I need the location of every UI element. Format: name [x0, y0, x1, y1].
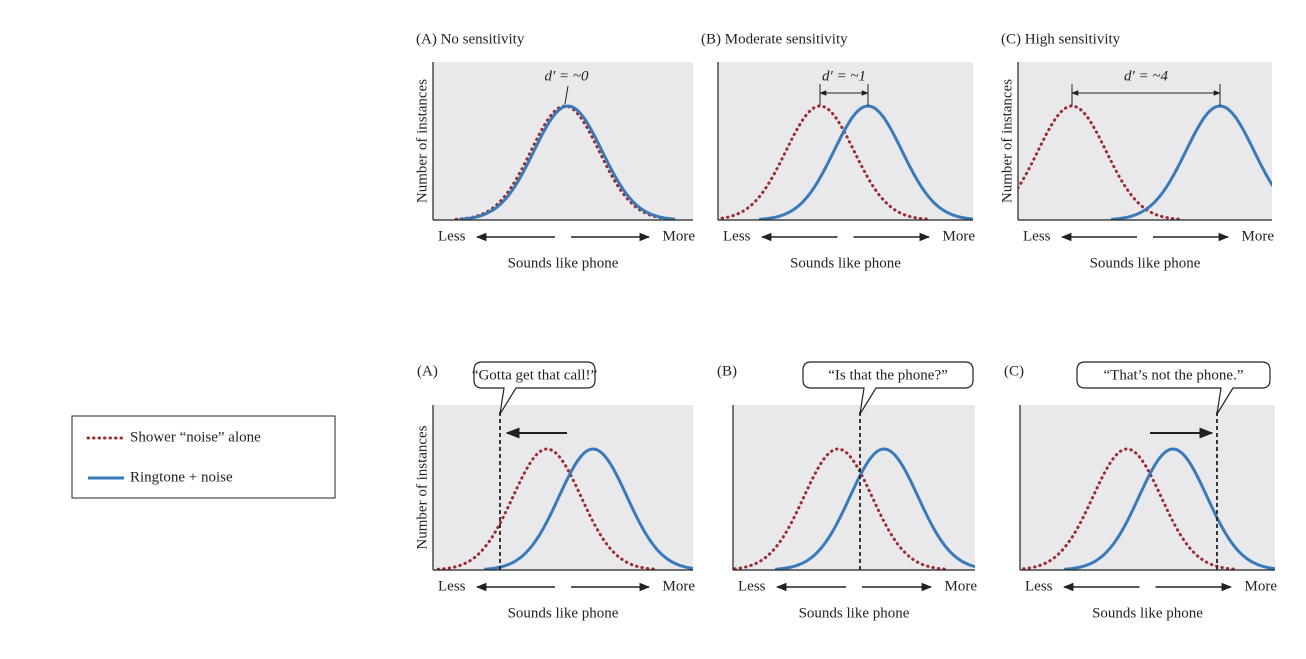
- plot-area: [1018, 62, 1272, 220]
- curves: [454, 104, 676, 220]
- panel-title: (C) High sensitivity: [1001, 31, 1121, 47]
- curves: [1020, 447, 1275, 570]
- noise-curve: [733, 447, 947, 570]
- y-axis-label: Number of instances: [999, 79, 1015, 203]
- x-axis-label: Sounds like phone: [1092, 605, 1203, 621]
- callout-text: “Is that the phone?”: [828, 367, 948, 383]
- callout-text: “Gotta get that call!”: [472, 367, 597, 383]
- plot-area: [718, 62, 973, 220]
- signal-curve: [484, 447, 693, 570]
- plot-area: [433, 62, 693, 220]
- axis-less: Less: [1023, 228, 1051, 244]
- axis-less: Less: [723, 228, 751, 244]
- callout-box: [802, 361, 974, 415]
- x-axis-label: Sounds like phone: [508, 605, 619, 621]
- panel-label: (B): [717, 363, 737, 379]
- callout-box: [473, 361, 596, 415]
- axis-more: More: [1242, 228, 1275, 244]
- axis-less: Less: [1025, 578, 1053, 594]
- d-prime-leader: [564, 85, 569, 105]
- signal-curve: [1064, 447, 1275, 570]
- signal-curve: [759, 104, 973, 220]
- panel-label: (C): [1004, 363, 1024, 379]
- noise-curve: [1018, 104, 1181, 220]
- noise-curve: [436, 447, 656, 570]
- panel-label: (A): [417, 363, 438, 379]
- d-prime: d′ = ~1: [822, 68, 866, 84]
- axis-less: Less: [438, 578, 466, 594]
- panel-title: (B) Moderate sensitivity: [701, 31, 848, 47]
- axis-more: More: [663, 228, 696, 244]
- axis-more: More: [1245, 578, 1278, 594]
- axis-more: More: [945, 578, 978, 594]
- x-axis-label: Sounds like phone: [508, 255, 619, 271]
- curves: [1018, 104, 1272, 220]
- callout-box: [1076, 361, 1271, 415]
- axis-more: More: [943, 228, 976, 244]
- axis-more: More: [663, 578, 696, 594]
- x-axis-label: Sounds like phone: [799, 605, 910, 621]
- signal-curve: [459, 104, 676, 220]
- d-prime: d′ = ~4: [1124, 68, 1169, 84]
- legend-label: Shower “noise” alone: [130, 429, 261, 445]
- y-axis-label: Number of instances: [414, 79, 430, 203]
- signal-curve: [775, 447, 975, 570]
- callout-text: “That’s not the phone.”: [1104, 367, 1244, 383]
- x-axis-label: Sounds like phone: [1090, 255, 1201, 271]
- d-prime: d′ = ~0: [544, 68, 589, 84]
- noise-curve: [1020, 447, 1236, 570]
- axis-less: Less: [438, 228, 466, 244]
- panel-title: (A) No sensitivity: [416, 31, 525, 47]
- x-axis-label: Sounds like phone: [790, 255, 901, 271]
- y-axis-label: Number of instances: [414, 425, 430, 549]
- curves: [733, 447, 975, 570]
- plot-area: [1020, 405, 1275, 570]
- axis-less: Less: [738, 578, 766, 594]
- noise-curve: [718, 104, 929, 220]
- curves: [718, 104, 973, 220]
- legend-box: [71, 415, 336, 499]
- signal-curve: [1111, 104, 1272, 220]
- curves: [436, 447, 693, 570]
- legend-label: Ringtone + noise: [130, 469, 233, 485]
